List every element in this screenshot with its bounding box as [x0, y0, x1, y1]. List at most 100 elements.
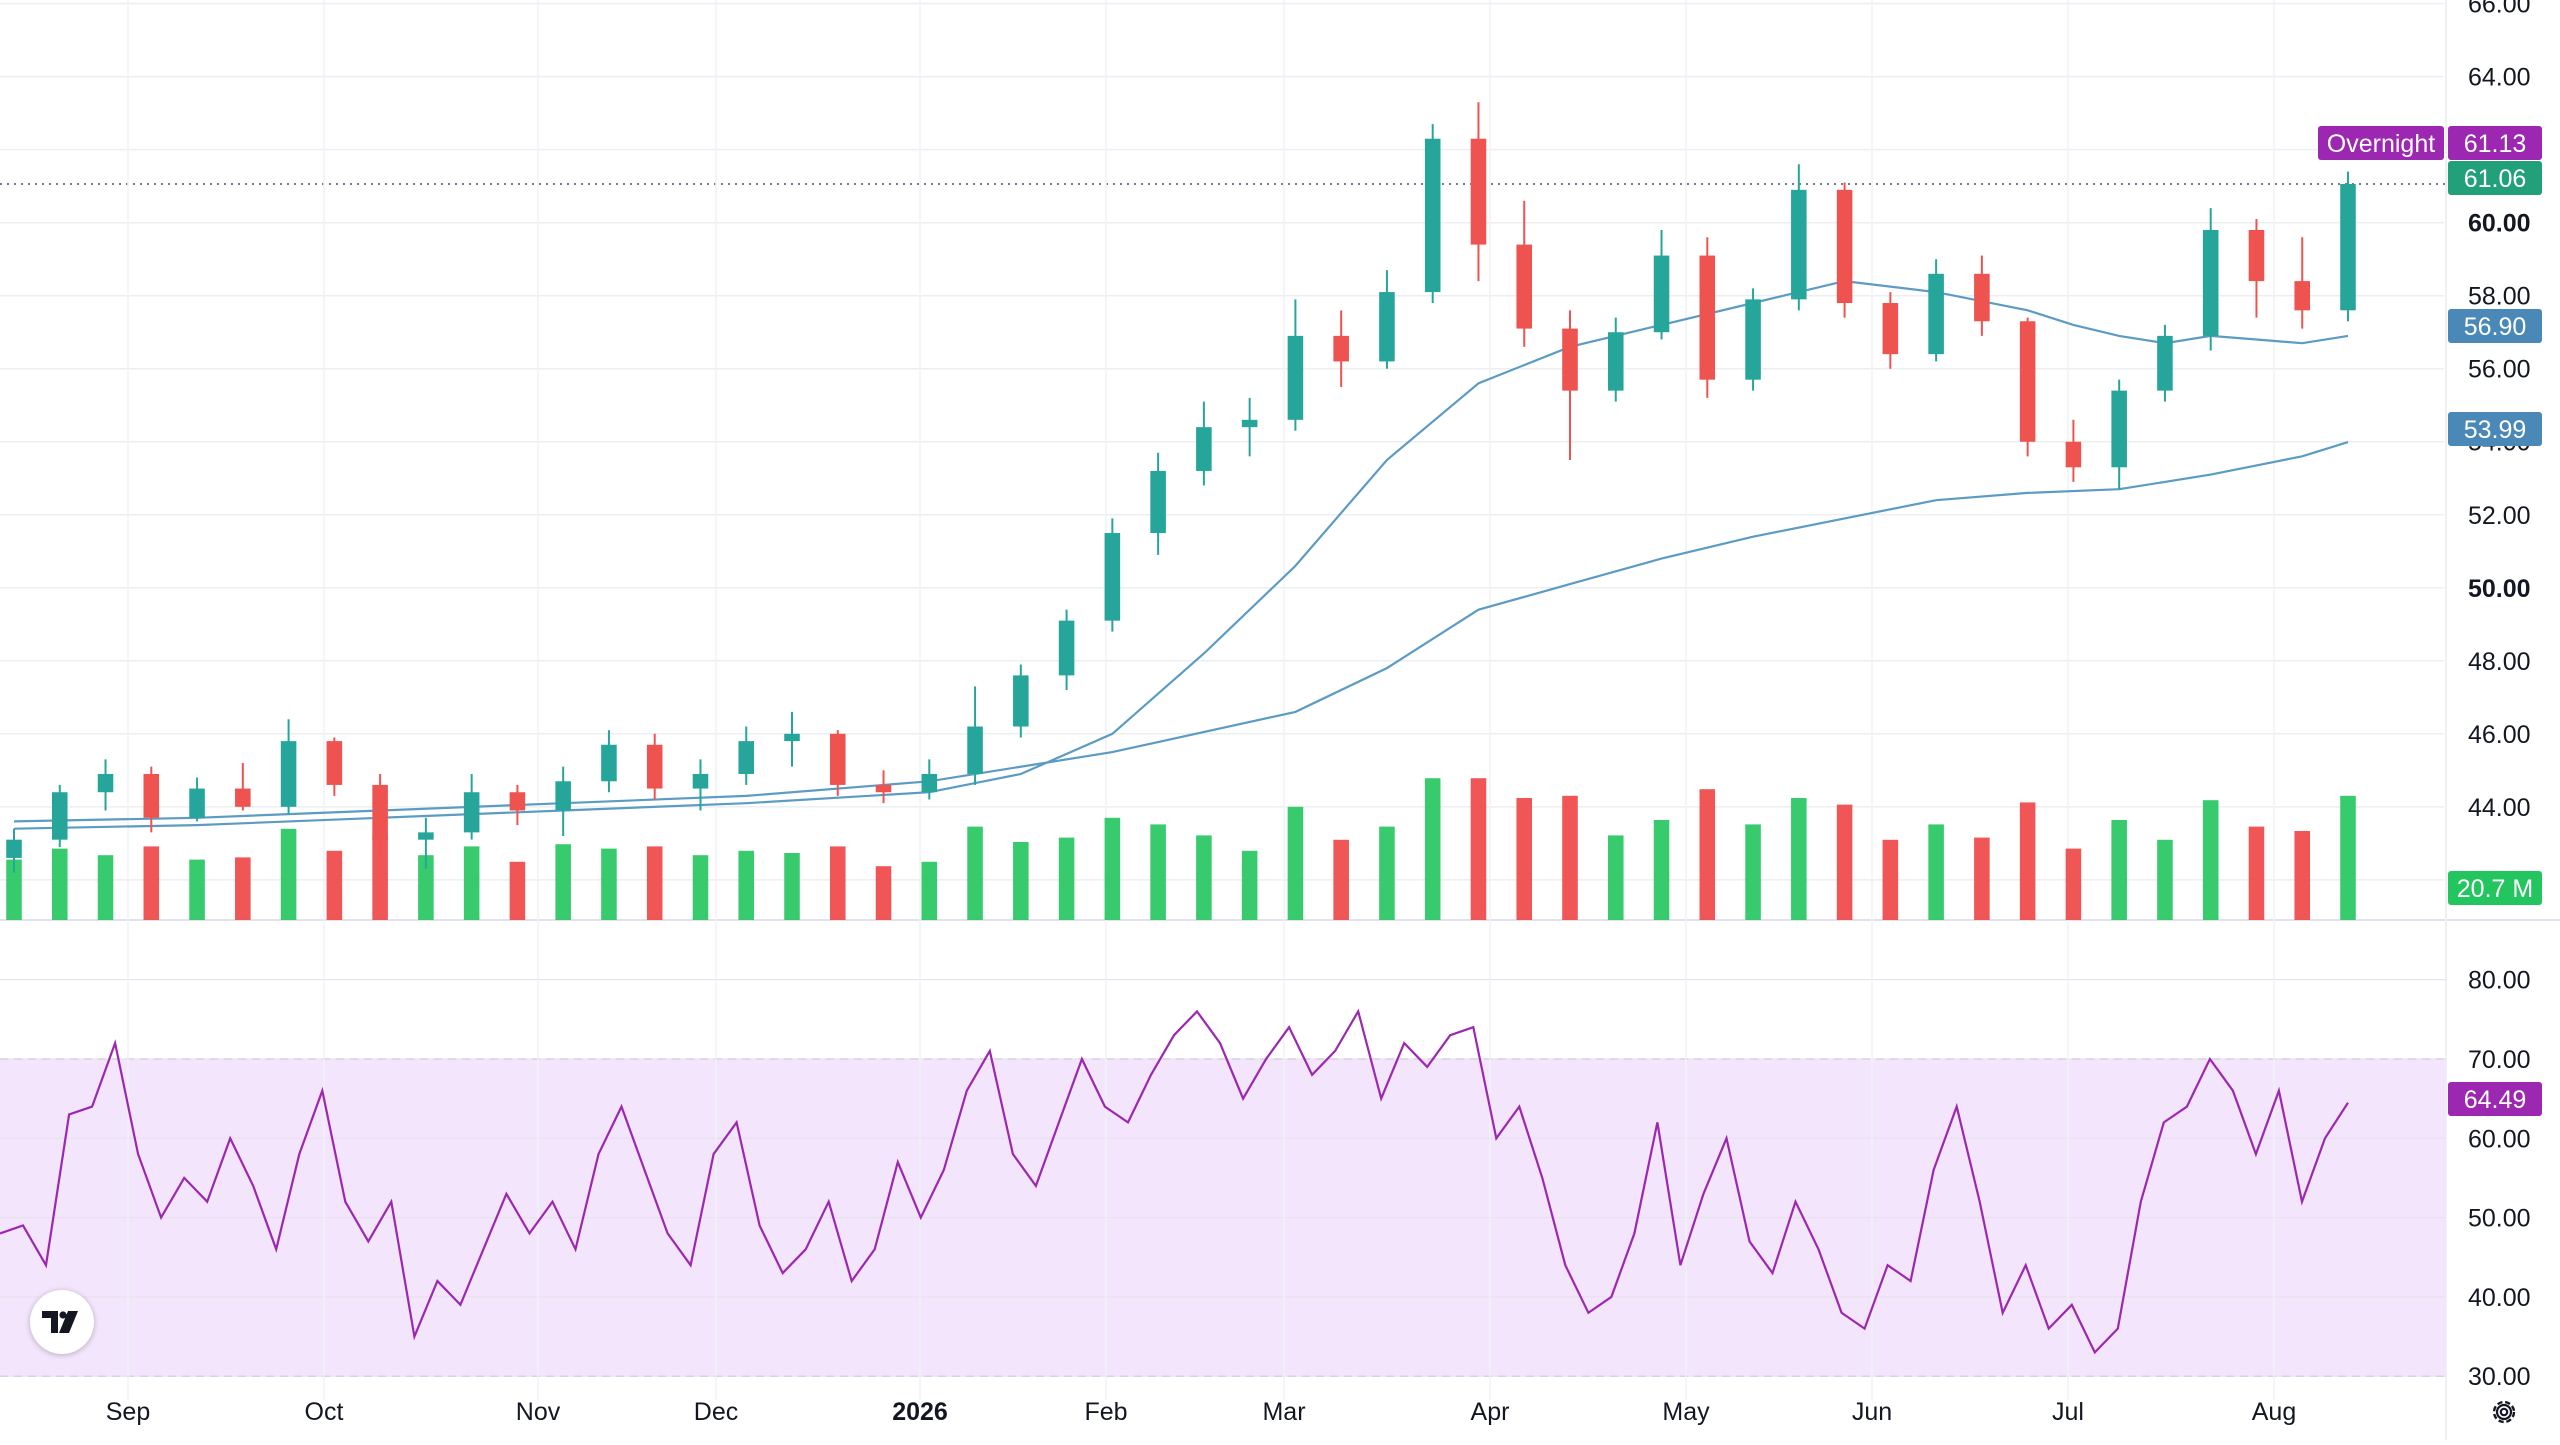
moving-average-lines	[13, 279, 2349, 830]
volume-bar	[1104, 817, 1121, 920]
volume-bar	[372, 835, 388, 920]
candle-body	[738, 741, 755, 774]
candle-body	[1836, 189, 1853, 304]
candle-body	[6, 839, 22, 858]
volume-bar	[601, 848, 617, 920]
rsi-value-badge-bg	[2448, 1082, 2542, 1116]
candle-body	[1791, 189, 1807, 300]
ma-short-badge: 56.90	[2464, 313, 2527, 341]
overnight-value-bg	[2448, 126, 2542, 160]
candle-body	[2340, 184, 2356, 311]
rsi-axis[interactable]: 30.00 40.00 50.00 60.00 70.00 80.00	[2468, 967, 2531, 1392]
candle-body	[2202, 230, 2219, 336]
candle-body	[1150, 470, 1166, 534]
candle-body	[2294, 281, 2311, 311]
candle-body	[1470, 138, 1487, 245]
volume-bar	[1791, 798, 1807, 920]
volume-bar	[326, 850, 343, 920]
volume-badge-bg	[2448, 871, 2542, 905]
time-axis[interactable]: Sep Oct Nov Dec 2026 Feb Mar Apr May Jun Jul Aug	[106, 1398, 2296, 1426]
rsi-tick-label: 60.00	[2468, 1125, 2531, 1153]
candle-body	[1241, 419, 1258, 428]
volume-bar	[2019, 802, 2036, 920]
candle-body	[1607, 332, 1624, 391]
volume-bar	[1745, 824, 1761, 920]
volume-bar	[1013, 842, 1029, 920]
candle-body	[326, 741, 343, 785]
time-tick-label: Mar	[1262, 1398, 1305, 1426]
price-tick-label: 56.00	[2468, 356, 2531, 384]
price-axis[interactable]: 42.0044.0046.0048.0050.0052.0054.0056.00…	[2468, 0, 2531, 895]
candle-body	[1379, 292, 1395, 362]
volume-bar	[6, 859, 22, 920]
candle-body	[2157, 335, 2173, 391]
candle-body	[2019, 321, 2036, 442]
price-tick-label: 50.00	[2468, 575, 2531, 603]
volume-bar	[2248, 826, 2265, 920]
rsi-value-badge: 64.49	[2464, 1086, 2527, 1114]
time-tick-label: Dec	[694, 1398, 738, 1426]
volume-bar	[1196, 835, 1212, 920]
price-tick-label: 66.00	[2468, 0, 2531, 19]
rsi-tick-label: 40.00	[2468, 1284, 2531, 1312]
volume-bar	[692, 855, 709, 920]
volume-bar	[509, 861, 526, 920]
candle-body	[280, 741, 297, 807]
candle-body	[1516, 244, 1533, 329]
candle-body	[784, 733, 800, 742]
time-tick-label: Oct	[305, 1398, 344, 1426]
volume-bar	[1241, 850, 1258, 920]
candle-body	[1104, 533, 1121, 621]
rsi-line	[0, 1008, 2349, 1355]
volume-bar	[784, 853, 800, 920]
volume-bar	[2157, 839, 2173, 920]
candle-body	[51, 792, 68, 840]
volume-bar	[1379, 826, 1395, 920]
candle-body	[921, 773, 938, 793]
rsi-tick-label: 80.00	[2468, 967, 2531, 995]
volume-bar	[1607, 835, 1624, 920]
time-tick-label: Jul	[2052, 1398, 2084, 1426]
candle-body	[1013, 675, 1029, 727]
gear-icon[interactable]	[2484, 1392, 2524, 1432]
candle-body	[235, 788, 251, 807]
tradingview-logo-icon[interactable]	[30, 1290, 94, 1354]
volume-bars	[6, 778, 2356, 920]
volume-bar	[463, 846, 480, 920]
volume-bar	[1699, 789, 1716, 920]
candle-body	[1196, 427, 1212, 471]
moving-average-short	[13, 279, 2349, 830]
volume-bar	[1150, 824, 1166, 920]
candlesticks	[6, 102, 2356, 873]
volume-bar	[51, 848, 68, 920]
volume-bar	[2202, 800, 2219, 920]
volume-bar	[1058, 837, 1075, 920]
volume-bar	[1470, 778, 1487, 920]
volume-bar	[97, 855, 114, 920]
volume-bar	[875, 866, 892, 920]
volume-bar	[829, 846, 846, 920]
volume-bar	[1424, 778, 1441, 920]
price-tick-label: 48.00	[2468, 648, 2531, 676]
volume-bar	[1287, 806, 1304, 920]
rsi-tick-label: 50.00	[2468, 1205, 2531, 1233]
time-tick-label: Sep	[106, 1398, 150, 1426]
price-tick-label: 60.00	[2468, 210, 2531, 238]
volume-bar	[143, 846, 160, 920]
candle-body	[692, 773, 709, 789]
volume-bar	[280, 828, 297, 920]
volume-bar	[738, 850, 755, 920]
rsi-series	[0, 1008, 2349, 1355]
candle-body	[555, 781, 571, 811]
last-price-badge-bg	[2448, 161, 2542, 195]
volume-bar	[2111, 820, 2127, 920]
volume-badge: 20.7 M	[2457, 875, 2533, 903]
volume-bar	[1562, 795, 1578, 920]
price-tick-label: 44.00	[2468, 794, 2531, 822]
volume-bar	[189, 859, 205, 920]
volume-bar	[1516, 798, 1533, 920]
volume-bar	[418, 855, 434, 920]
volume-bar	[1928, 824, 1944, 920]
